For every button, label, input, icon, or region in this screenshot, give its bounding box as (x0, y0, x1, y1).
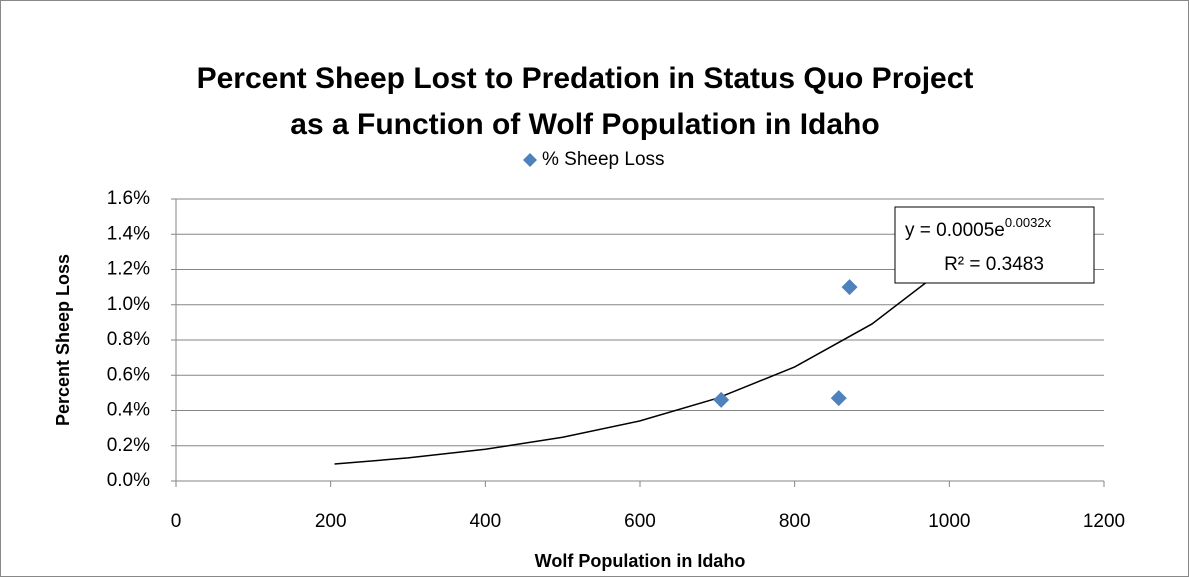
trendline-equation-base: y = 0.0005e (905, 220, 1005, 241)
trendline (334, 264, 950, 465)
y-tick-label: 0.4% (107, 400, 150, 421)
y-axis-title: Percent Sheep Loss (53, 254, 73, 426)
y-tick-label: 1.2% (107, 259, 150, 280)
trendline-equation: y = 0.0005e0.0032x (905, 215, 1052, 241)
y-tick-label: 0.8% (107, 329, 150, 350)
x-axis-title: Wolf Population in Idaho (535, 551, 746, 571)
x-tick-label: 400 (469, 511, 501, 532)
legend-marker (523, 153, 537, 167)
y-tick-label: 1.0% (107, 294, 150, 315)
x-tick-label: 600 (624, 511, 656, 532)
y-tick-label: 0.0% (107, 470, 150, 491)
x-tick-label: 200 (315, 511, 347, 532)
trendline-equation-exponent: 0.0032x (1005, 215, 1052, 230)
scatter-point (830, 390, 847, 407)
y-tick-label: 1.6% (107, 188, 150, 209)
chart-title: as a Function of Wolf Population in Idah… (290, 108, 879, 141)
y-tick-label: 1.4% (107, 223, 150, 244)
x-tick-label: 0 (171, 511, 182, 532)
trendline-label-box (894, 206, 1095, 284)
trendline-r-squared: R² = 0.3483 (944, 254, 1044, 275)
x-tick-label: 1000 (928, 511, 970, 532)
chart-title: Percent Sheep Lost to Predation in Statu… (197, 62, 974, 95)
y-tick-label: 0.2% (107, 435, 150, 456)
scatter-point (841, 279, 858, 296)
scatter-point (713, 391, 730, 408)
x-tick-label: 1200 (1083, 511, 1125, 532)
legend-label: % Sheep Loss (542, 149, 665, 170)
y-tick-label: 0.6% (107, 364, 150, 385)
x-tick-label: 800 (779, 511, 811, 532)
